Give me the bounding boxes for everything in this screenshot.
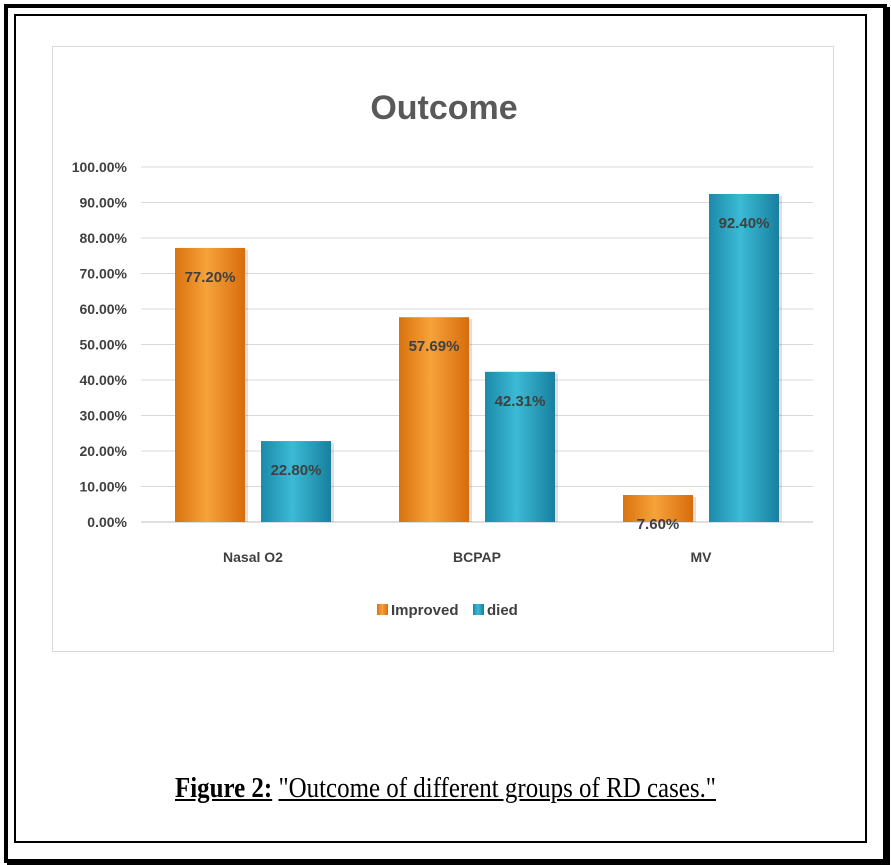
y-tick-label: 60.00% bbox=[80, 301, 128, 317]
y-axis-ticks: 0.00% 10.00% 20.00% 30.00% 40.00% 50.00% 60.00… bbox=[72, 159, 128, 530]
caption-label: Figure 2: bbox=[175, 772, 273, 804]
bar-died-bcpap bbox=[485, 371, 555, 522]
x-tick-label: Nasal O2 bbox=[223, 549, 283, 565]
data-label: 42.31% bbox=[495, 393, 546, 410]
x-tick-label: MV bbox=[691, 549, 713, 565]
bar-died-nasal-o2 bbox=[261, 441, 331, 522]
legend-label-died: died bbox=[487, 602, 518, 619]
legend-swatch-improved bbox=[377, 604, 388, 615]
bars: 77.20% 22.80% 57.69% 42.31% 7.60% 92.40% bbox=[175, 193, 782, 533]
y-tick-label: 40.00% bbox=[80, 372, 128, 388]
x-axis-labels: Nasal O2 BCPAP MV bbox=[223, 549, 712, 565]
data-label: 92.40% bbox=[719, 215, 770, 232]
caption-text: "Outcome of different groups of RD cases… bbox=[278, 772, 716, 804]
bar-died-mv bbox=[709, 193, 779, 523]
data-label: 7.60% bbox=[637, 516, 680, 533]
y-tick-label: 70.00% bbox=[80, 266, 128, 282]
y-tick-label: 80.00% bbox=[80, 230, 128, 246]
legend-label-improved: Improved bbox=[391, 602, 459, 619]
inner-frame bbox=[14, 14, 867, 843]
bar-improved-mv bbox=[623, 495, 693, 522]
chart-area: Outcome 0.00% 10.00% 20.00% 30.00% 40.00% 50.… bbox=[52, 46, 834, 652]
legend: Improved died bbox=[377, 602, 518, 619]
x-tick-label: BCPAP bbox=[453, 549, 501, 565]
gridlines bbox=[141, 166, 813, 523]
outer-frame bbox=[4, 4, 887, 863]
data-label: 77.20% bbox=[185, 269, 236, 286]
y-tick-label: 0.00% bbox=[87, 514, 127, 530]
figure-caption: Figure 2: "Outcome of different groups o… bbox=[62, 772, 828, 805]
y-tick-label: 10.00% bbox=[80, 479, 128, 495]
chart-title: Outcome bbox=[370, 89, 517, 127]
y-tick-label: 30.00% bbox=[80, 408, 128, 424]
legend-swatch-died bbox=[473, 604, 484, 615]
y-tick-label: 100.00% bbox=[72, 159, 128, 175]
y-tick-label: 50.00% bbox=[80, 337, 128, 353]
bar-chart: Outcome 0.00% 10.00% 20.00% 30.00% 40.00% 50.… bbox=[72, 89, 813, 619]
y-tick-label: 20.00% bbox=[80, 443, 128, 459]
bar-improved-bcpap bbox=[399, 317, 469, 522]
data-label: 22.80% bbox=[271, 462, 322, 479]
bar-improved-nasal-o2 bbox=[175, 247, 245, 522]
data-label: 57.69% bbox=[409, 338, 460, 355]
y-tick-label: 90.00% bbox=[80, 195, 128, 211]
